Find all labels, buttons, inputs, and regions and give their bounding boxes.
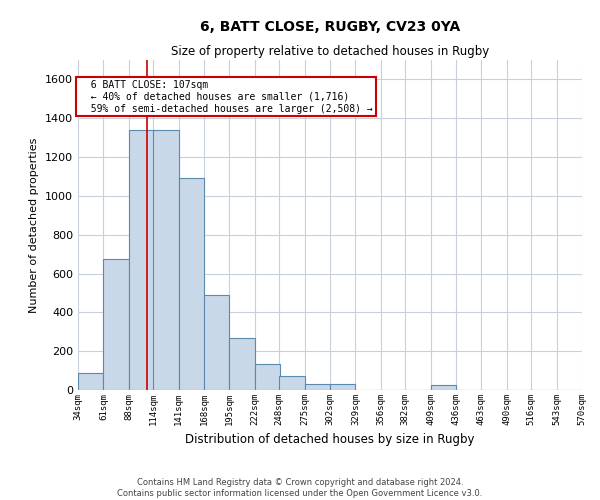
Bar [129, 130, 154, 390]
Bar [153, 130, 179, 390]
Bar [431, 385, 456, 390]
Bar [78, 372, 103, 390]
Bar [179, 178, 204, 390]
Y-axis label: Number of detached properties: Number of detached properties [29, 138, 40, 312]
Bar [103, 259, 129, 390]
Bar [330, 384, 355, 390]
Bar [305, 384, 330, 390]
Bar [279, 376, 305, 390]
Bar [255, 364, 280, 390]
Bar [204, 295, 229, 390]
Text: Size of property relative to detached houses in Rugby: Size of property relative to detached ho… [171, 45, 489, 58]
Text: Contains HM Land Registry data © Crown copyright and database right 2024.
Contai: Contains HM Land Registry data © Crown c… [118, 478, 482, 498]
Text: 6 BATT CLOSE: 107sqm
  ← 40% of detached houses are smaller (1,716)
  59% of sem: 6 BATT CLOSE: 107sqm ← 40% of detached h… [79, 80, 373, 114]
Bar [229, 338, 255, 390]
Text: 6, BATT CLOSE, RUGBY, CV23 0YA: 6, BATT CLOSE, RUGBY, CV23 0YA [200, 20, 460, 34]
X-axis label: Distribution of detached houses by size in Rugby: Distribution of detached houses by size … [185, 434, 475, 446]
